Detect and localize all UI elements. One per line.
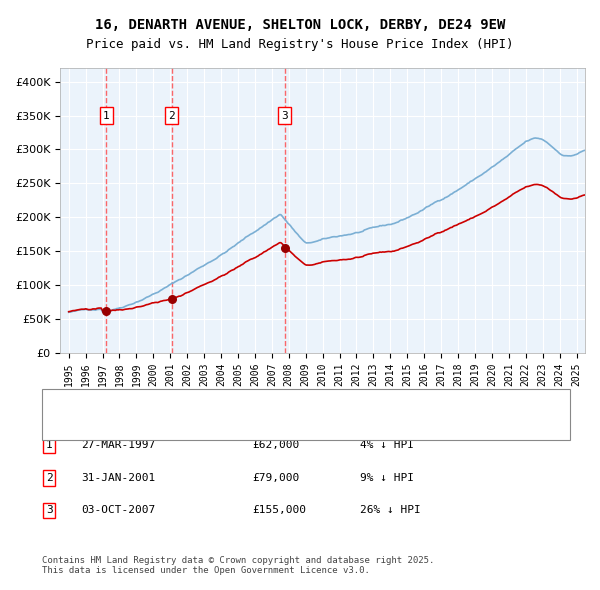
- Text: 1: 1: [103, 110, 110, 120]
- Text: £62,000: £62,000: [252, 441, 299, 450]
- Text: 3: 3: [281, 110, 288, 120]
- Text: 3: 3: [46, 506, 53, 515]
- Text: HPI: Average price, detached house, City of Derby: HPI: Average price, detached house, City…: [87, 428, 393, 437]
- Text: 9% ↓ HPI: 9% ↓ HPI: [360, 473, 414, 483]
- Text: Contains HM Land Registry data © Crown copyright and database right 2025.
This d: Contains HM Land Registry data © Crown c…: [42, 556, 434, 575]
- Text: 26% ↓ HPI: 26% ↓ HPI: [360, 506, 421, 515]
- Text: 16, DENARTH AVENUE, SHELTON LOCK, DERBY, DE24 9EW (detached house): 16, DENARTH AVENUE, SHELTON LOCK, DERBY,…: [87, 395, 499, 405]
- Text: £79,000: £79,000: [252, 473, 299, 483]
- Point: [280, 243, 289, 253]
- Text: 2: 2: [46, 473, 53, 483]
- Text: 31-JAN-2001: 31-JAN-2001: [81, 473, 155, 483]
- Text: —: —: [60, 424, 77, 441]
- Text: —: —: [60, 391, 77, 409]
- Text: £155,000: £155,000: [252, 506, 306, 515]
- Text: 16, DENARTH AVENUE, SHELTON LOCK, DERBY, DE24 9EW: 16, DENARTH AVENUE, SHELTON LOCK, DERBY,…: [95, 18, 505, 32]
- Text: 2: 2: [168, 110, 175, 120]
- Text: 4% ↓ HPI: 4% ↓ HPI: [360, 441, 414, 450]
- Text: 1: 1: [46, 441, 53, 450]
- Point: [101, 306, 111, 316]
- Point: [167, 294, 176, 304]
- Text: Price paid vs. HM Land Registry's House Price Index (HPI): Price paid vs. HM Land Registry's House …: [86, 38, 514, 51]
- Text: 03-OCT-2007: 03-OCT-2007: [81, 506, 155, 515]
- Text: 27-MAR-1997: 27-MAR-1997: [81, 441, 155, 450]
